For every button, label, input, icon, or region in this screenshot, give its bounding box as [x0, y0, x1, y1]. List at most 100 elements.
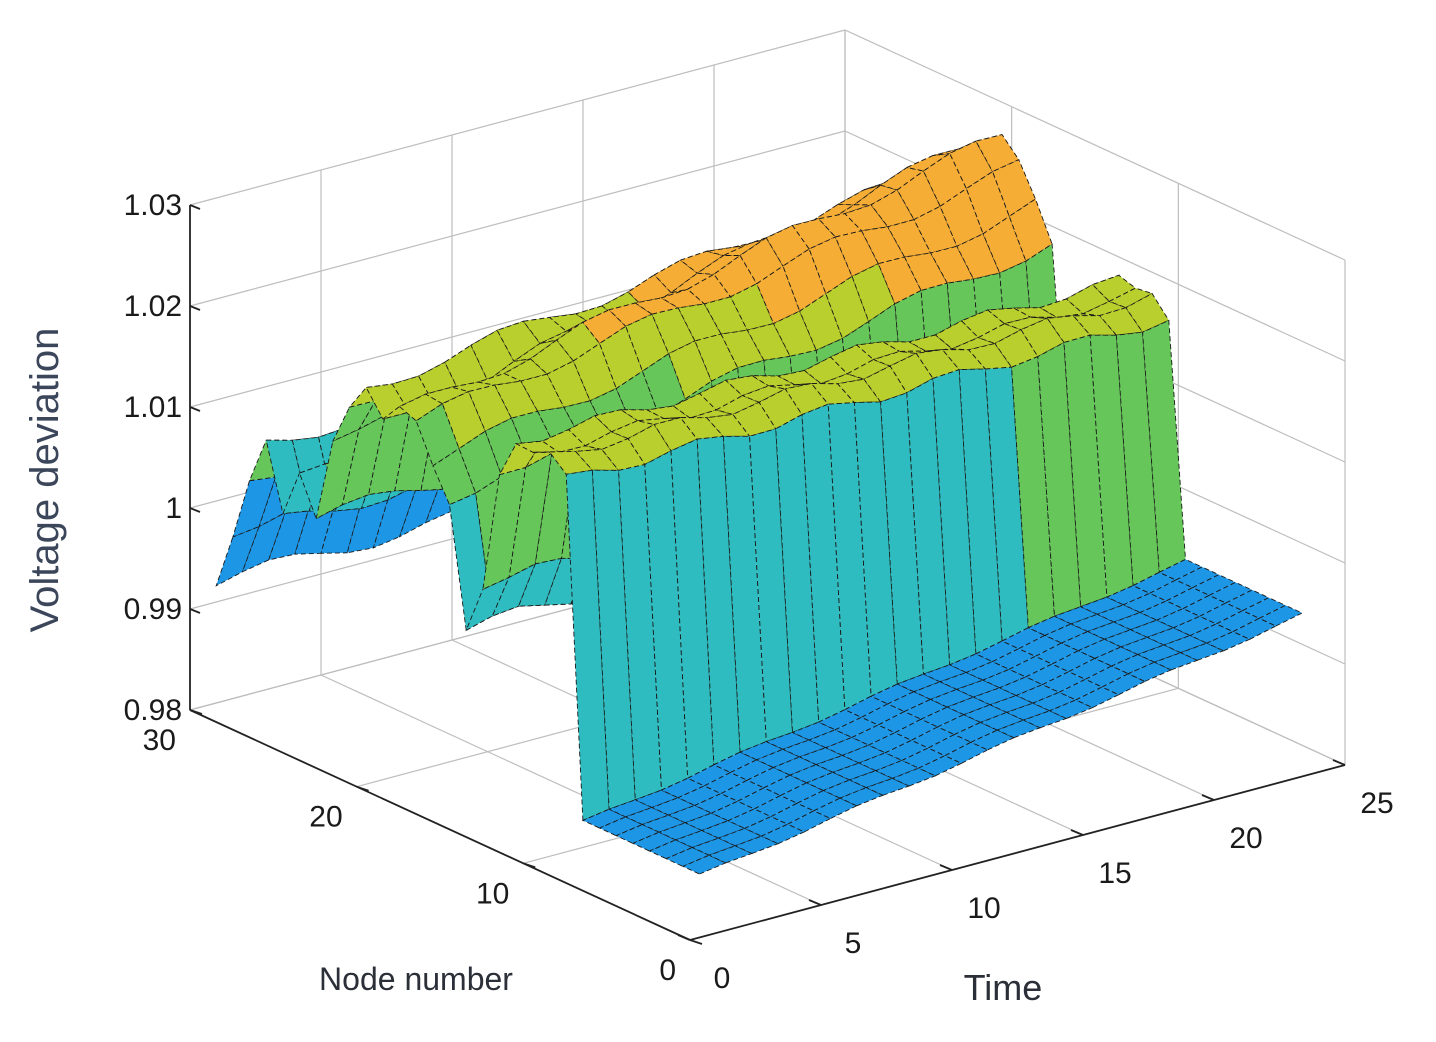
z-tick-mark: [189, 608, 201, 614]
surface-facet: [681, 854, 727, 875]
surface-facet: [863, 167, 908, 191]
x-axis-label: Time: [964, 967, 1043, 1008]
surface-facet: [765, 731, 811, 750]
y-axis-line: [189, 709, 691, 941]
x-tick-label: 25: [1360, 787, 1393, 820]
surface-facet: [734, 835, 780, 854]
surface-facet: [1179, 642, 1225, 661]
y-tick-mark: [189, 709, 203, 715]
surface-facet: [838, 787, 885, 807]
surface-facet: [1258, 604, 1304, 627]
surface-facet: [922, 152, 967, 207]
surface-facet: [1101, 673, 1146, 696]
x-tick-mark: [1332, 759, 1346, 766]
y-tick-mark: [523, 862, 536, 869]
z-tick-mark: [189, 305, 201, 311]
surface-facet: [707, 845, 754, 864]
x-tick-mark: [1201, 794, 1215, 801]
surface-facet: [812, 797, 858, 819]
surface-facet: [1048, 699, 1094, 719]
x-tick-label: 15: [1098, 857, 1131, 890]
z-tick-label: 1.02: [124, 290, 182, 323]
z-tick-mark: [189, 406, 201, 412]
x-tick-mark: [939, 864, 953, 871]
surface-facet: [684, 812, 730, 831]
surface-facet: [831, 762, 877, 781]
surface-facet: [756, 265, 801, 325]
surface-facet: [1127, 661, 1173, 682]
surface-facet: [1232, 617, 1277, 640]
surface-facet: [786, 810, 832, 833]
surface-facet: [1103, 629, 1149, 648]
surface-facet: [962, 704, 1008, 723]
x-tick-mark: [808, 899, 822, 906]
y-tick-label: 10: [476, 877, 509, 910]
y-tick-mark: [356, 785, 369, 792]
surface-facet: [939, 187, 984, 247]
surface-facet: [912, 681, 958, 700]
x-tick-label: 5: [845, 927, 862, 960]
surface-facet: [865, 777, 911, 796]
x-tick-mark: [1070, 829, 1084, 836]
z-axis-label: Voltage deviation: [23, 328, 67, 633]
surface-facet: [1125, 292, 1170, 333]
surface-facet: [1053, 606, 1099, 625]
surface-facet: [956, 233, 1001, 280]
surface-facet: [1074, 686, 1120, 709]
surface-facet: [844, 204, 889, 232]
surface-facet: [988, 695, 1035, 713]
surface-facet: [653, 259, 699, 294]
surface-facet: [979, 711, 1025, 731]
surface-facet: [782, 248, 827, 312]
z-tick-mark: [189, 507, 201, 513]
surface-facet: [996, 719, 1042, 739]
y-tick-label: 20: [309, 801, 342, 834]
surface-facet: [922, 664, 968, 683]
z-tick-label: 1.03: [124, 189, 182, 222]
surface-facet: [917, 755, 963, 777]
surface-facet: [970, 729, 1015, 751]
z-tick-label: 1.01: [124, 391, 182, 424]
surface-layer: [215, 134, 1304, 875]
x-tick-mark: [677, 934, 691, 941]
surface-facet: [891, 767, 937, 787]
surface-facet: [887, 219, 932, 258]
surface-facet: [880, 392, 924, 685]
surface-facet: [781, 739, 827, 758]
x-axis-line: [689, 764, 1346, 941]
surface-facet: [815, 754, 861, 773]
z-tick-label: 0.98: [124, 694, 182, 727]
x-tick-label: 0: [714, 962, 731, 995]
surface-facet: [634, 789, 680, 808]
surface-facet: [705, 413, 751, 437]
surface-facet: [977, 323, 1023, 344]
y-tick-label: 30: [143, 724, 176, 757]
surface-facet: [1162, 635, 1209, 654]
x-tick-label: 20: [1229, 822, 1262, 855]
surface-facet: [1153, 652, 1199, 671]
z-tick-mark: [189, 204, 201, 210]
z-tick-label: 0.99: [124, 593, 182, 626]
surface-facet: [1112, 612, 1159, 631]
x-tick-label: 10: [967, 892, 1000, 925]
grid-line: [320, 674, 822, 906]
surface-facet: [846, 359, 892, 380]
grid-line: [189, 29, 1346, 261]
y-axis-label: Node number: [319, 961, 513, 997]
z-tick-label: 1: [165, 492, 182, 525]
surface-facet: [972, 687, 1018, 706]
surface-facet: [943, 741, 989, 764]
axis-layer: 0.98 0.99 1 1.01 1.02 1.03 0 10 20 30 0 5 10 15 20 25: [124, 189, 1394, 995]
surface-facet: [241, 511, 287, 573]
surface-facet: [1205, 631, 1251, 652]
surface-facet: [1022, 710, 1068, 729]
surface-facet: [929, 688, 975, 708]
surface-facet: [896, 673, 942, 693]
y-tick-mark: [689, 939, 703, 945]
surface-facet: [1005, 702, 1051, 721]
surface-facet: [760, 823, 806, 845]
y-tick-label: 0: [659, 954, 676, 987]
surface-facet: [946, 696, 992, 716]
